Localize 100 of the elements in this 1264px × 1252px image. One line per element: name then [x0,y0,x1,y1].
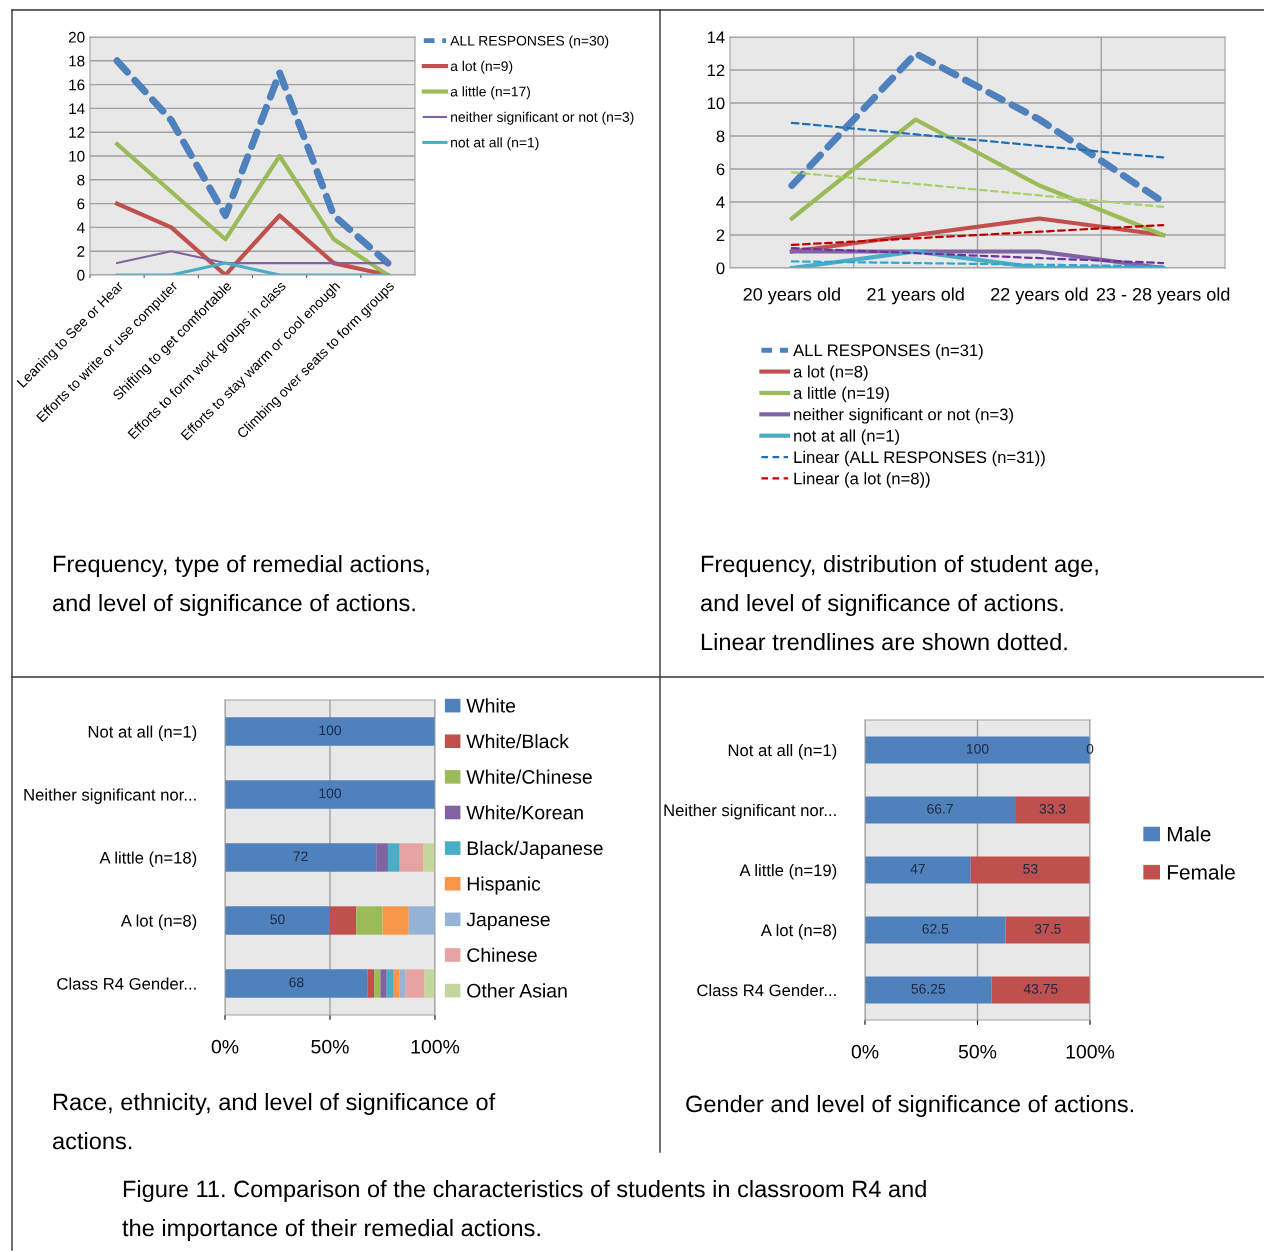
y-tick-label: Neither significant nor... [24,788,196,804]
y-tick-label: 2 [77,246,85,257]
text: Linear trendlines are shown dotted. [701,633,1067,651]
y-tick-label: 20 [68,31,85,43]
bar [991,976,1090,1004]
text: actions. [53,1132,132,1150]
bar [382,906,409,935]
legend-label: neither significant or not (n=3) [451,111,634,125]
y-tick-label: 4 [76,222,85,233]
legend-label: Chinese [467,947,537,962]
bar [970,856,1090,884]
text: and level of significance of actions. [701,594,1063,617]
data-label: 72 [293,851,308,862]
y-tick-label: 6 [77,198,85,210]
text: Gender and level of significance of actions. [686,1095,1134,1118]
bar [399,843,424,872]
y-tick-label: 0 [77,269,85,281]
y-tick-label: 14 [707,31,725,44]
y-tick-label: 14 [69,103,85,114]
y-tick-label: 8 [77,174,85,186]
y-tick-label: A little (n=18) [99,851,197,867]
legend-label: White/Black [466,733,569,749]
y-tick-label: 0 [716,262,725,275]
y-tick-label: 6 [716,163,725,176]
x-tick-label: 21 years old [867,287,964,305]
y-tick-label: 2 [716,229,725,242]
line-series [114,142,391,275]
line-series [790,121,1165,159]
legend-label: a little (n=19) [793,386,889,403]
x-tick-label: 100% [411,1039,460,1054]
legend-label: White/Korean [466,805,583,820]
x-tick-label: 0% [211,1039,239,1054]
bar [405,969,425,998]
data-label: 47 [910,864,925,874]
y-tick-label: Not at all (n=1) [728,743,837,760]
bar [225,843,377,872]
y-tick-label: Neither significant nor... [664,803,836,820]
legend-label: neither significant or not (n=3) [794,408,1013,424]
caption: Figure 11. Comparison of the characteristics of students in classroom R4 and [123,1180,926,1203]
bar [356,906,383,935]
y-tick-label: A little (n=19) [739,863,837,880]
bar [865,916,1006,944]
line-series [790,223,1165,247]
x-tick-label: 22 years old [991,287,1088,305]
x-tick-label: 23 - 28 years old [1096,287,1230,305]
bar [225,969,368,998]
y-tick-label: Class R4 Gender... [697,983,836,997]
bar [376,843,388,872]
text: Frequency, distribution of student age, [701,555,1098,578]
bar [865,856,971,884]
bar [225,780,435,809]
bar [423,843,435,872]
line-series [789,117,1166,238]
legend-label: a lot (n=9) [450,60,513,74]
data-label: 0 [1086,743,1094,754]
legend-label: Black/Japanese [467,840,603,859]
y-tick-label: 4 [716,196,725,209]
bar [380,969,387,998]
legend-label: White [466,698,516,713]
y-tick-label: A lot (n=8) [760,923,837,940]
bar [225,717,435,746]
bar [225,906,330,935]
legend-label: ALL RESPONSES (n=30) [450,35,609,49]
bar [865,796,1016,824]
data-label: 100 [319,725,342,736]
x-tick-label: 50% [958,1044,997,1059]
legend-label: Other Asian [467,983,567,998]
x-tick-label: 50% [311,1039,349,1054]
legend-label: Linear (a lot (n=8)) [794,472,930,488]
bar [386,969,393,998]
data-label: 62.5 [922,923,949,934]
bar [367,969,375,998]
y-tick-label: Class R4 Gender... [57,977,196,990]
data-label: 100 [966,743,989,754]
bar [393,969,400,998]
text: and level of significance of actions. [53,594,415,617]
y-tick-label: 10 [707,97,725,110]
y-tick-label: 8 [716,130,725,143]
x-tick-label: 0% [851,1044,879,1059]
bar [374,969,381,998]
data-label: 56.25 [911,983,946,994]
y-tick-label: Not at all (n=1) [88,725,197,741]
bar [387,843,400,872]
line-series [790,171,1165,209]
bar [330,906,357,935]
data-label: 43.75 [1023,983,1058,994]
legend-label: not at all (n=1) [451,137,539,151]
line-series [114,201,391,275]
legend-label: a little (n=17) [450,86,531,100]
legend-label: Japanese [466,912,550,931]
text: the importance of their remedial actions. [122,1219,540,1242]
bar [1015,796,1090,824]
data-label: 66.7 [927,803,953,814]
data-label: 68 [289,977,304,988]
y-tick-label: A lot (n=8) [120,914,197,930]
legend-label: Male [1167,826,1211,842]
legend-label: a lot (n=8) [793,365,868,381]
bar [408,906,435,935]
y-tick-label: 10 [69,150,85,162]
text: Frequency, type of remedial actions, [53,555,429,578]
